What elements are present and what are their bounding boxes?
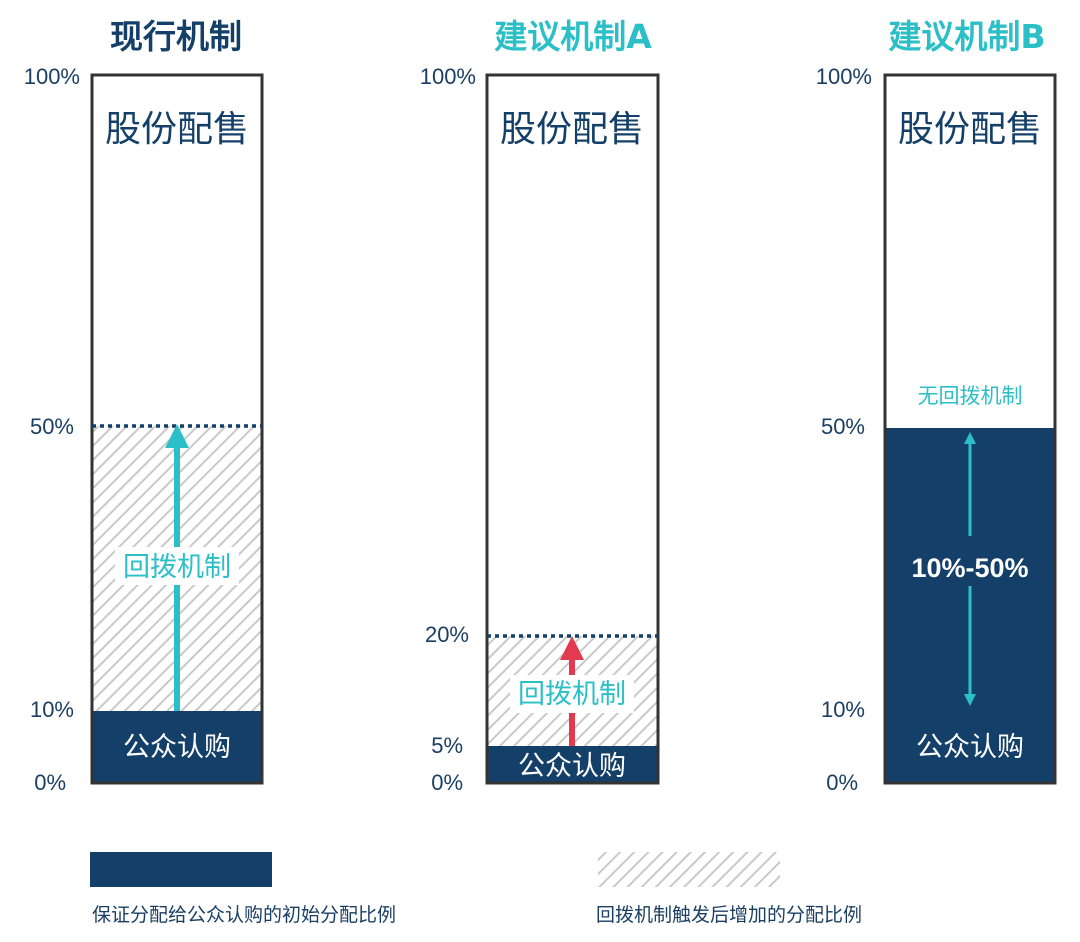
no-clawback-label: 无回拨机制 <box>918 384 1023 408</box>
public-subscription-label: 公众认购 <box>518 751 626 782</box>
legend-label-solid: 保证分配给公众认购的初始分配比例 <box>92 904 396 926</box>
tick-label: 100% <box>816 64 872 89</box>
panel-title: 现行机制 <box>110 17 242 56</box>
panel-current: 现行机制 回拨机制 股份配售 公众认购 100% 50% 10% 0% <box>24 17 264 795</box>
public-subscription-label: 公众认购 <box>123 732 231 763</box>
placement-label: 股份配售 <box>105 109 249 150</box>
tick-label: 50% <box>821 414 865 439</box>
public-subscription-bar <box>487 746 658 783</box>
legend: 保证分配给公众认购的初始分配比例 回拨机制触发后增加的分配比例 <box>90 852 862 926</box>
placement-label: 股份配售 <box>898 109 1042 150</box>
legend-label-hatch: 回拨机制触发后增加的分配比例 <box>596 904 862 926</box>
tick-label: 100% <box>24 64 80 89</box>
clawback-label: 回拨机制 <box>123 552 231 583</box>
tick-label: 50% <box>30 414 74 439</box>
placement-label: 股份配售 <box>500 109 644 150</box>
tick-label: 10% <box>30 697 74 722</box>
panel-title: 建议机制A <box>494 17 652 56</box>
public-subscription-label: 公众认购 <box>916 732 1024 763</box>
clawback-label-bg <box>115 547 239 585</box>
bar-frame <box>485 73 660 785</box>
range-label: 10%-50% <box>911 553 1028 583</box>
public-subscription-bar <box>92 711 262 783</box>
tick-label: 0% <box>431 770 463 795</box>
tick-label: 5% <box>431 733 463 758</box>
panel-title: 建议机制B <box>888 17 1045 56</box>
panel-proposal-b: 建议机制B 无回拨机制 10%-50% 股份配售 公众认购 100% 50% 1… <box>816 17 1057 795</box>
clawback-label-bg <box>510 675 634 713</box>
tick-label: 0% <box>826 770 858 795</box>
bar-frame <box>883 73 1057 785</box>
tick-label: 10% <box>821 697 865 722</box>
tick-label: 20% <box>425 622 469 647</box>
tick-label: 0% <box>34 770 66 795</box>
bar-frame <box>90 73 264 785</box>
clawback-label: 回拨机制 <box>518 679 626 710</box>
legend-swatch-solid <box>90 852 272 887</box>
legend-swatch-hatch <box>598 852 780 887</box>
panel-proposal-a: 建议机制A 回拨机制 股份配售 公众认购 100% 20% 5% 0% <box>420 17 660 795</box>
tick-label: 100% <box>420 64 476 89</box>
